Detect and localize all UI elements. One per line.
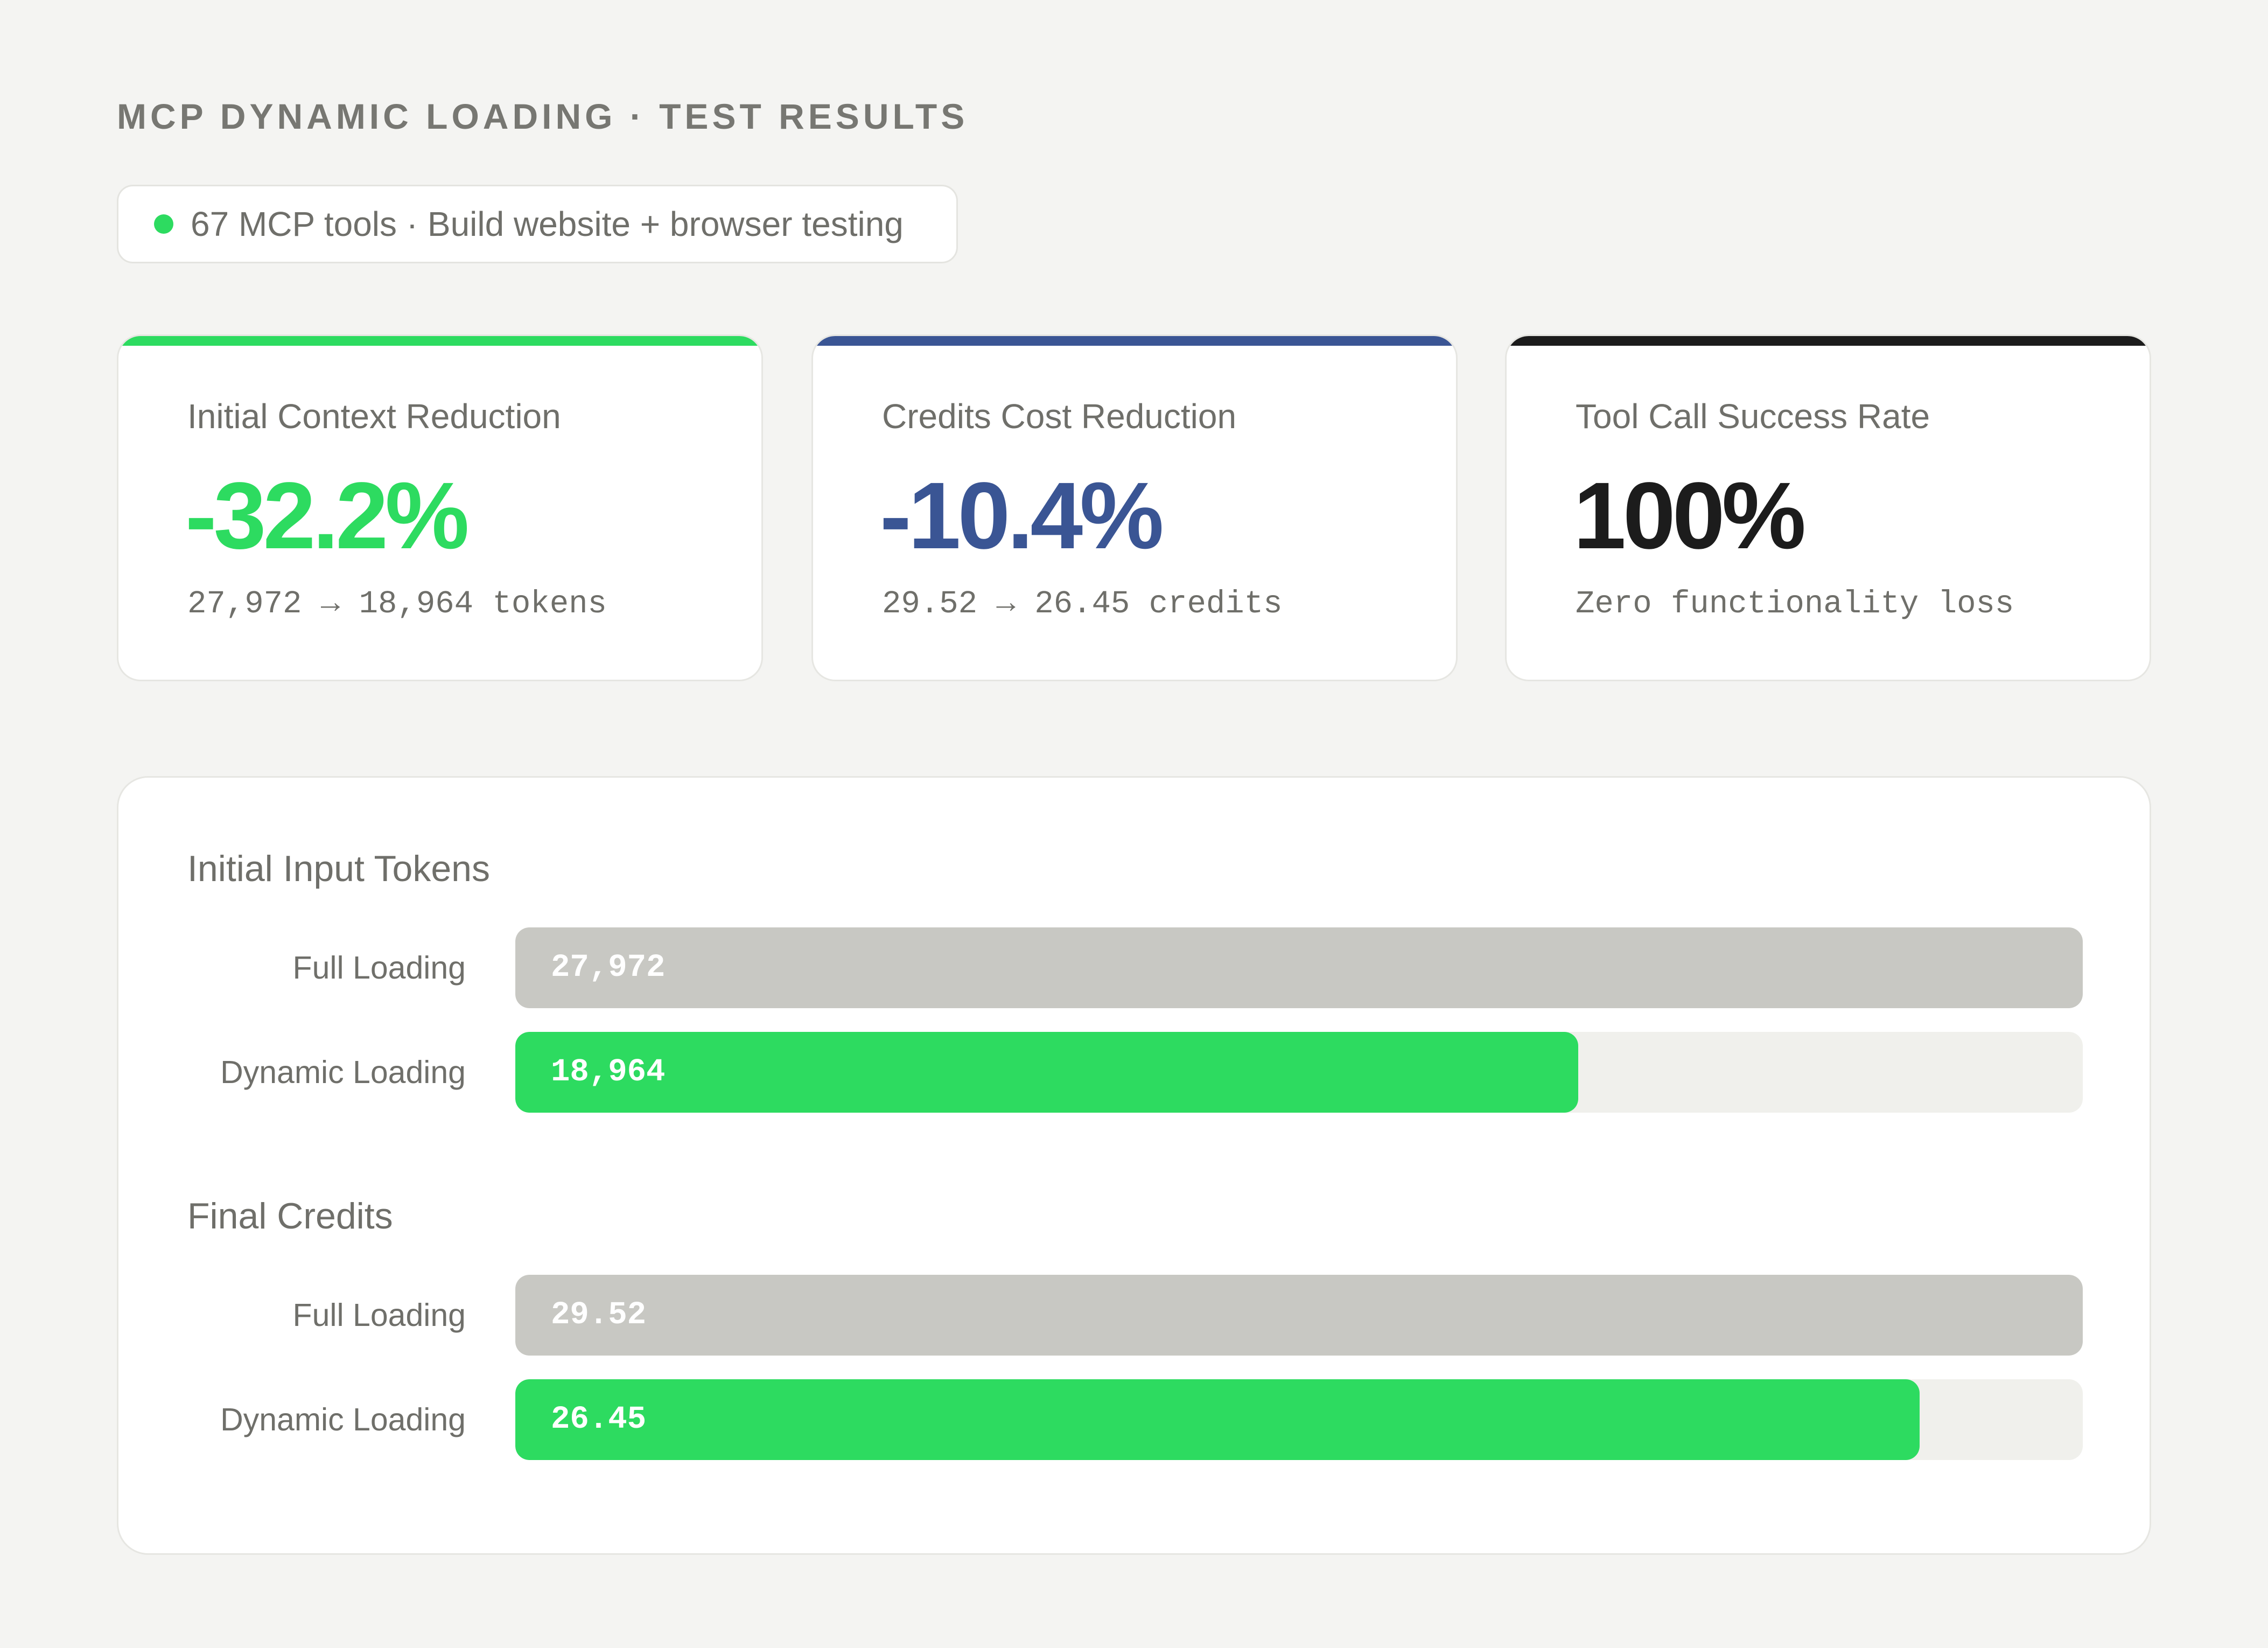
- chart-title: Final Credits: [187, 1196, 393, 1237]
- metric-label: Initial Context Reduction: [187, 397, 561, 436]
- bar-full-loading: [515, 927, 2083, 1008]
- status-dot-icon: [154, 214, 173, 234]
- chart-title: Initial Input Tokens: [187, 848, 490, 889]
- test-summary-tag: 67 MCP tools · Build website + browser t…: [117, 185, 958, 263]
- card-accent-bar: [813, 336, 1456, 346]
- card-accent-bar: [1507, 336, 2150, 346]
- metric-detail: 29.52 → 26.45 credits: [882, 586, 1283, 622]
- bar-category-label: Full Loading: [292, 950, 466, 986]
- card-accent-bar: [118, 336, 761, 346]
- bar-value-label: 18,964: [551, 1054, 666, 1090]
- comparison-chart-panel: Initial Input Tokens Full Loading 27,972…: [117, 776, 2151, 1555]
- metric-card-success-rate: Tool Call Success Rate 100% Zero functio…: [1505, 334, 2151, 681]
- bar-category-label: Full Loading: [292, 1297, 466, 1333]
- bar-track: 18,964: [515, 1032, 2083, 1113]
- bar-row-dynamic-loading: Dynamic Loading 18,964: [118, 1032, 2150, 1113]
- page-title: MCP DYNAMIC LOADING · TEST RESULTS: [117, 96, 969, 136]
- bar-dynamic-loading: [515, 1379, 1920, 1460]
- metric-detail: 27,972 → 18,964 tokens: [187, 586, 607, 622]
- bar-full-loading: [515, 1275, 2083, 1356]
- bar-value-label: 29.52: [551, 1297, 647, 1333]
- bar-category-label: Dynamic Loading: [220, 1402, 466, 1437]
- bar-value-label: 26.45: [551, 1401, 647, 1437]
- metric-value: 100%: [1573, 463, 1806, 569]
- bar-category-label: Dynamic Loading: [220, 1055, 466, 1090]
- bar-row-dynamic-loading: Dynamic Loading 26.45: [118, 1379, 2150, 1460]
- bar-track: 27,972: [515, 927, 2083, 1008]
- metric-value: -10.4%: [880, 463, 1164, 569]
- bar-dynamic-loading: [515, 1032, 1578, 1113]
- metric-card-credits-reduction: Credits Cost Reduction -10.4% 29.52 → 26…: [811, 334, 1458, 681]
- metric-card-context-reduction: Initial Context Reduction -32.2% 27,972 …: [117, 334, 763, 681]
- test-summary-text: 67 MCP tools · Build website + browser t…: [191, 205, 904, 243]
- metric-label: Credits Cost Reduction: [882, 397, 1237, 436]
- metric-value: -32.2%: [185, 463, 470, 569]
- bar-value-label: 27,972: [551, 949, 666, 986]
- bar-track: 29.52: [515, 1275, 2083, 1356]
- bar-track: 26.45: [515, 1379, 2083, 1460]
- metric-label: Tool Call Success Rate: [1576, 397, 1930, 436]
- bar-row-full-loading: Full Loading 29.52: [118, 1275, 2150, 1356]
- metric-detail: Zero functionality loss: [1576, 586, 2014, 622]
- bar-row-full-loading: Full Loading 27,972: [118, 927, 2150, 1008]
